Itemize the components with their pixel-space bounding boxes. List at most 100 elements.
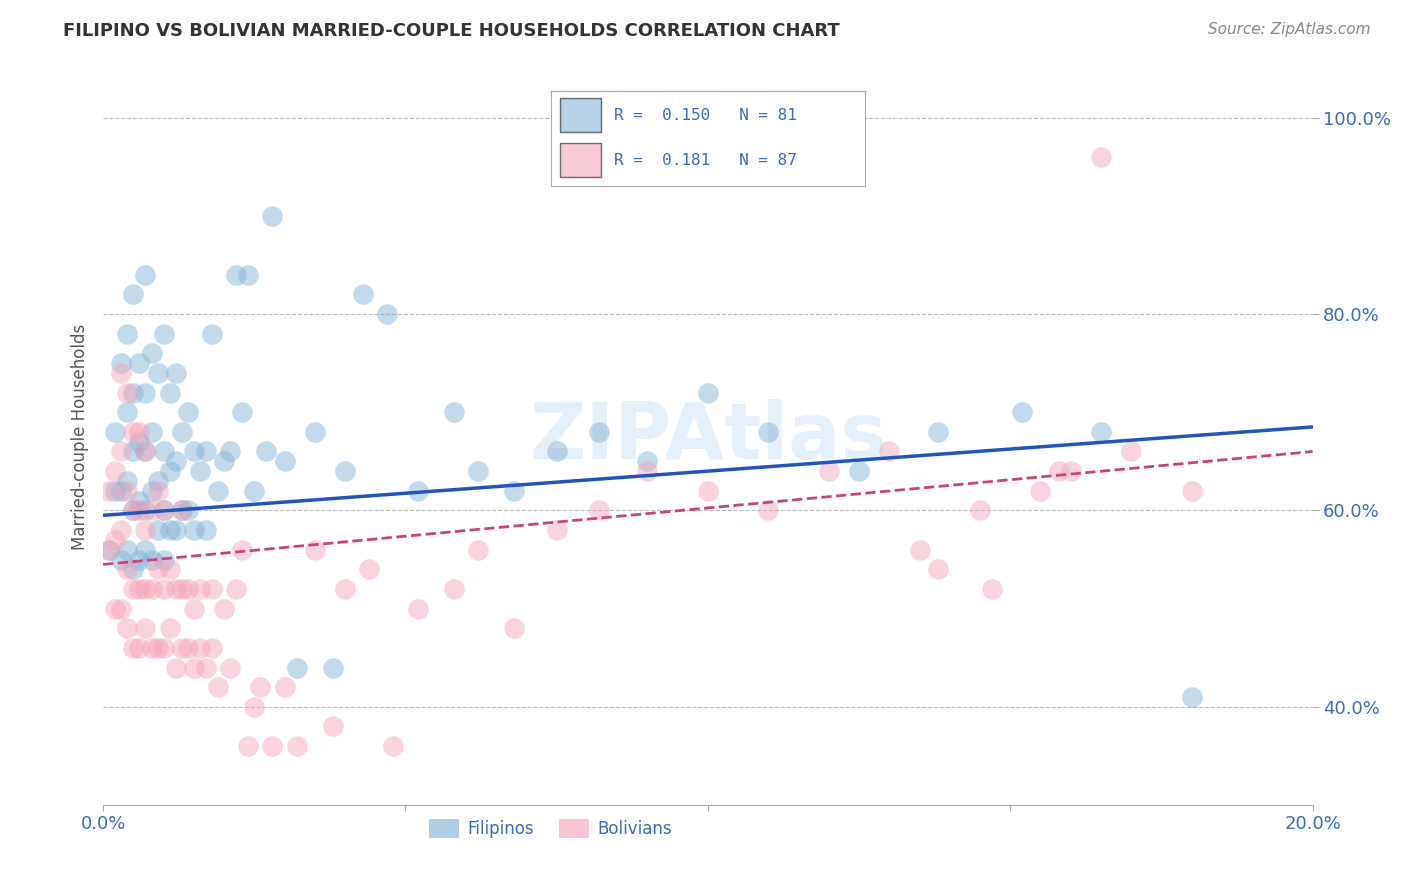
- Point: [152, 503, 174, 517]
- Point: [243, 483, 266, 498]
- Point: [194, 660, 217, 674]
- Point: [201, 640, 224, 655]
- Point: [238, 268, 260, 282]
- Point: [117, 405, 139, 419]
- Point: [382, 739, 405, 753]
- Point: [817, 464, 839, 478]
- Point: [152, 444, 174, 458]
- Point: [188, 464, 211, 478]
- Point: [170, 503, 193, 517]
- Point: [503, 483, 526, 498]
- Point: [117, 562, 139, 576]
- Point: [219, 660, 242, 674]
- Point: [117, 474, 139, 488]
- Point: [225, 582, 247, 596]
- Point: [152, 552, 174, 566]
- Point: [104, 464, 127, 478]
- Point: [969, 503, 991, 517]
- Point: [177, 640, 200, 655]
- Point: [128, 503, 150, 517]
- Point: [146, 562, 169, 576]
- Point: [165, 366, 187, 380]
- Point: [1011, 405, 1033, 419]
- Point: [122, 444, 145, 458]
- Point: [546, 523, 568, 537]
- Point: [146, 474, 169, 488]
- Point: [128, 434, 150, 449]
- Point: [165, 660, 187, 674]
- Text: ZIPAtlas: ZIPAtlas: [529, 399, 887, 475]
- Point: [262, 209, 284, 223]
- Point: [122, 503, 145, 517]
- Point: [122, 425, 145, 439]
- Point: [285, 660, 308, 674]
- Point: [159, 621, 181, 635]
- Point: [128, 356, 150, 370]
- Point: [146, 523, 169, 537]
- Point: [117, 542, 139, 557]
- Point: [188, 582, 211, 596]
- Point: [98, 483, 121, 498]
- Point: [122, 582, 145, 596]
- Point: [1181, 690, 1204, 704]
- Point: [165, 454, 187, 468]
- Point: [201, 582, 224, 596]
- Point: [165, 582, 187, 596]
- Point: [110, 552, 132, 566]
- Point: [122, 503, 145, 517]
- Point: [304, 542, 326, 557]
- Point: [159, 562, 181, 576]
- Point: [183, 523, 205, 537]
- Point: [117, 621, 139, 635]
- Point: [359, 562, 381, 576]
- Point: [134, 503, 156, 517]
- Point: [467, 542, 489, 557]
- Point: [249, 680, 271, 694]
- Point: [183, 601, 205, 615]
- Point: [207, 483, 229, 498]
- Point: [122, 287, 145, 301]
- Point: [1090, 150, 1112, 164]
- Point: [177, 405, 200, 419]
- Point: [183, 444, 205, 458]
- Point: [110, 356, 132, 370]
- Point: [152, 640, 174, 655]
- Point: [159, 385, 181, 400]
- Point: [333, 464, 356, 478]
- Point: [146, 366, 169, 380]
- Point: [273, 454, 295, 468]
- Point: [134, 385, 156, 400]
- Point: [927, 425, 949, 439]
- Point: [128, 425, 150, 439]
- Point: [134, 268, 156, 282]
- Point: [152, 582, 174, 596]
- Point: [170, 503, 193, 517]
- Point: [304, 425, 326, 439]
- Point: [128, 582, 150, 596]
- Point: [238, 739, 260, 753]
- Point: [194, 444, 217, 458]
- Point: [696, 385, 718, 400]
- Point: [243, 699, 266, 714]
- Point: [443, 582, 465, 596]
- Point: [110, 366, 132, 380]
- Point: [104, 533, 127, 547]
- Point: [170, 640, 193, 655]
- Point: [104, 601, 127, 615]
- Point: [141, 582, 163, 596]
- Point: [134, 523, 156, 537]
- Point: [141, 552, 163, 566]
- Point: [1090, 425, 1112, 439]
- Point: [406, 483, 429, 498]
- Point: [322, 719, 344, 733]
- Point: [134, 444, 156, 458]
- Point: [152, 503, 174, 517]
- Point: [170, 425, 193, 439]
- Point: [152, 326, 174, 341]
- Point: [1047, 464, 1070, 478]
- Point: [927, 562, 949, 576]
- Point: [159, 523, 181, 537]
- Point: [503, 621, 526, 635]
- Point: [146, 483, 169, 498]
- Point: [183, 660, 205, 674]
